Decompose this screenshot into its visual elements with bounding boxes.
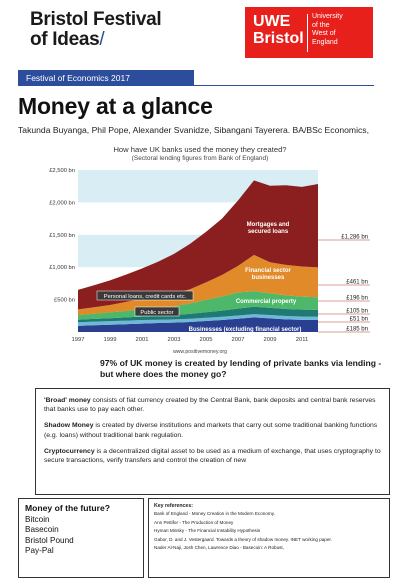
future-item: Basecoin: [25, 525, 59, 534]
future-item: Bristol Pound: [25, 535, 74, 545]
uwe-logo-small-1: University: [312, 13, 343, 20]
series-inline-label: Financial sector: [245, 268, 291, 274]
public-sector-label-box: [134, 306, 180, 317]
reference-item: Nader Al-Naji, Josh Chen, Lawrence Diao …: [154, 545, 284, 550]
future-item: Bitcoin: [25, 514, 50, 524]
chart-subtitle: (Sectoral lending figures from Bank of E…: [131, 155, 269, 162]
uwe-logo-small-4: England: [312, 38, 338, 46]
chart-source: www.positivemoney.org: [173, 349, 227, 355]
uwe-logo-small-2: of the: [312, 21, 330, 29]
y-tick-label: £1,000 bn: [49, 265, 75, 271]
key-statement: 97% of UK money is created by lending of…: [100, 358, 382, 379]
series-inline-label: Mortgages and: [247, 222, 290, 228]
public-sector-label: Public sector: [140, 310, 173, 316]
y-tick-label: £2,500 bn: [49, 168, 75, 174]
x-tick-label: 1999: [104, 337, 117, 343]
area-series-2: [78, 306, 318, 323]
definition-term: Shadow Money: [44, 422, 94, 430]
y-tick-label: £500 bn: [54, 298, 75, 304]
area-series-5: [78, 180, 318, 310]
authors-line: Takunda Buyanga, Phil Pope, Alexander Sv…: [18, 125, 369, 135]
y-tick-label: £1,500 bn: [49, 233, 75, 239]
definition-text: is a decentralized digital asset to be u…: [44, 447, 381, 465]
banner-rule: [194, 85, 374, 86]
series-inline-label: Businesses (excluding financial sector): [189, 327, 302, 333]
definitions-box: 'Broad' money consists of fiat currency …: [35, 388, 390, 495]
key-references-box: Key references: Bank of England - Money …: [148, 498, 390, 578]
reference-item: Bank of England - Money Creation in the …: [154, 511, 275, 516]
area-series-1: [78, 314, 318, 326]
uwe-logo-main: UWE Bristol: [253, 13, 304, 47]
festival-logo-line2-text: of Ideas: [30, 29, 100, 50]
definition-term: Cryptocurrency: [44, 447, 95, 455]
definition-broad-money: 'Broad' money consists of fiat currency …: [44, 396, 381, 414]
x-tick-label: 2007: [232, 337, 245, 343]
series-inline-label: secured loans: [248, 229, 289, 235]
definition-text: consists of fiat currency created by the…: [44, 397, 376, 414]
future-heading: Money of the future?: [25, 503, 110, 513]
festival-logo-line2: of Ideas/: [30, 30, 240, 50]
festival-logo-line1: Bristol Festival: [30, 9, 162, 30]
definition-cryptocurrency: Cryptocurrency is a decentralized digita…: [44, 447, 381, 465]
end-value-label: £185 bn: [346, 327, 368, 333]
x-tick-label: 2001: [136, 337, 149, 343]
future-item: Pay-Pal: [25, 546, 54, 555]
annotation-personal-loans-box: [96, 290, 194, 301]
annotation-personal-loans: Personal loans, credit cards etc.: [104, 294, 187, 300]
uwe-logo-small-3: West of: [312, 30, 336, 37]
x-tick-label: 2003: [168, 337, 181, 343]
end-value-label: £461 bn: [346, 280, 368, 286]
reference-item: Ann Pettifor - The Production of Money: [154, 519, 234, 525]
end-value-label: £1,286 bn: [341, 235, 368, 241]
end-value-label: £105 bn: [346, 309, 368, 315]
money-of-future-box: Money of the future? Bitcoin Basecoin Br…: [18, 498, 144, 578]
series-inline-label: businesses: [252, 275, 285, 281]
uwe-logo-line1: UWE: [253, 13, 291, 30]
definition-text: is created by diverse institutions and m…: [44, 422, 378, 439]
series-inline-label: Commercial property: [236, 299, 297, 305]
x-tick-label: 2009: [264, 337, 277, 343]
reference-item: Gabor, D. and J. Vestergaard. Towards a …: [154, 536, 332, 542]
uwe-logo-line2: Bristol: [253, 30, 304, 47]
lending-area-chart: £500 bn £1,000 bn £1,500 bn £2,000 bn £2,500…: [49, 168, 370, 355]
end-value-label: £196 bn: [346, 296, 368, 302]
event-banner: Festival of Economics 2017: [18, 70, 194, 86]
uwe-logo-university-text: University of the West of England: [312, 13, 343, 47]
chart-title: How have UK banks used the money they cr…: [113, 145, 287, 154]
uwe-bristol-logo: UWE Bristol University of the West of En…: [245, 7, 373, 58]
end-value-label: £51 bn: [350, 317, 368, 323]
references-heading: Key references:: [154, 503, 193, 509]
area-series-0: [78, 317, 318, 332]
page-title: Money at a glance: [18, 93, 213, 119]
definition-shadow-money: Shadow Money is created by diverse insti…: [44, 421, 381, 439]
x-tick-label: 2005: [200, 337, 213, 343]
y-tick-label: £2,000 bn: [49, 200, 75, 206]
x-tick-label: 1997: [72, 337, 85, 343]
reference-item: Hyman Minsky - The Financial Instability…: [154, 528, 261, 533]
festival-logo: Bristol Festival of Ideas/: [30, 10, 240, 50]
uwe-logo-divider: [307, 14, 308, 52]
definition-term: 'Broad' money: [44, 397, 91, 404]
festival-logo-slash: /: [99, 29, 105, 50]
x-tick-label: 2011: [296, 337, 308, 343]
